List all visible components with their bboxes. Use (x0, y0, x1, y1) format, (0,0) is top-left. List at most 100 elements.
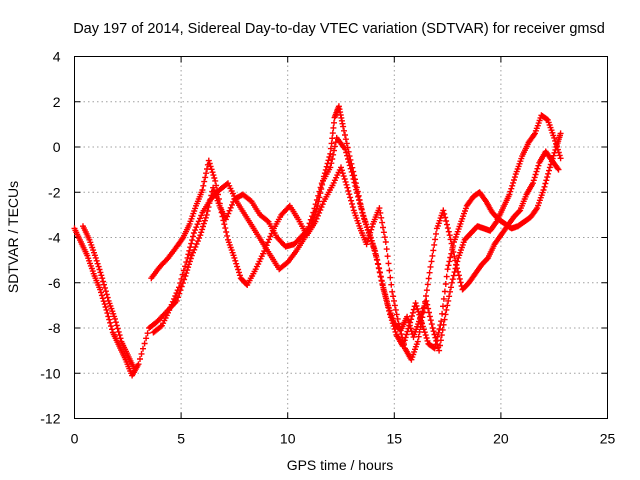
data-point (220, 217, 227, 224)
data-point (395, 320, 402, 327)
data-point (391, 326, 398, 332)
data-point (138, 350, 145, 357)
data-point (440, 303, 446, 310)
data-point (557, 130, 564, 137)
data-point (380, 229, 387, 236)
x-axis-label: GPS time / hours (287, 457, 394, 473)
data-point (208, 166, 215, 173)
data-point (435, 329, 442, 336)
data-point (314, 212, 321, 219)
data-point (406, 322, 413, 329)
data-point (202, 214, 209, 221)
data-point (201, 178, 208, 185)
data-point (176, 284, 182, 291)
data-point (444, 302, 451, 309)
data-point (199, 226, 206, 233)
data-point (235, 266, 242, 273)
data-point (425, 305, 432, 312)
data-point (188, 252, 195, 259)
data-point (330, 151, 337, 158)
data-point (192, 243, 199, 250)
data-point (540, 187, 547, 193)
data-point (440, 295, 447, 302)
data-point (341, 127, 347, 134)
data-point (446, 232, 453, 239)
data-point (423, 287, 430, 294)
data-point (510, 179, 517, 186)
data-point (379, 219, 386, 226)
data-point (382, 293, 389, 300)
data-point (401, 337, 408, 344)
data-point (441, 288, 448, 295)
data-point (177, 280, 184, 287)
data-point (173, 290, 180, 297)
data-point (386, 307, 393, 314)
data-point (108, 323, 114, 330)
data-point (444, 221, 450, 228)
data-point (557, 155, 564, 162)
data-point (442, 214, 449, 221)
data-point (319, 201, 326, 208)
data-point (340, 123, 347, 130)
data-point (399, 343, 406, 350)
x-tick-label: 20 (493, 431, 509, 447)
data-point (449, 246, 456, 253)
data-point (96, 266, 103, 273)
data-point (328, 140, 335, 147)
data-point (430, 328, 437, 335)
data-point (97, 286, 104, 293)
data-point (218, 209, 225, 216)
data-point (551, 134, 558, 141)
data-point (415, 308, 422, 315)
data-point (171, 295, 178, 302)
data-point (531, 174, 538, 181)
data-point (542, 180, 549, 187)
data-point (355, 193, 362, 200)
data-point (307, 216, 314, 223)
data-point (203, 211, 210, 218)
data-point (377, 273, 384, 280)
data-point (436, 326, 443, 332)
data-point (343, 149, 350, 156)
data-point (178, 275, 185, 282)
data-point (222, 225, 229, 232)
data-point (414, 305, 421, 312)
data-point (377, 269, 383, 276)
data-point (375, 261, 382, 268)
data-point (199, 187, 206, 193)
data-point (437, 322, 444, 329)
data-point (327, 145, 334, 152)
data-point (193, 224, 200, 231)
data-point (436, 347, 443, 354)
data-point (388, 317, 395, 324)
data-point (449, 276, 456, 283)
data-point (200, 182, 207, 189)
data-point (312, 218, 319, 225)
data-point (349, 204, 356, 211)
data-point (403, 331, 410, 338)
data-point (236, 272, 243, 279)
data-point (236, 269, 242, 276)
data-point (441, 316, 448, 323)
data-point (423, 293, 429, 299)
data-point (516, 208, 523, 215)
data-point (433, 337, 440, 344)
data-point (409, 309, 416, 316)
data-point (431, 345, 438, 352)
data-point (394, 315, 401, 322)
data-point (179, 271, 186, 278)
data-point (194, 221, 201, 228)
data-point (549, 155, 556, 162)
data-point (453, 261, 460, 268)
data-point (432, 236, 439, 243)
y-tick-label: -8 (48, 320, 61, 336)
data-point (264, 217, 271, 224)
data-point (532, 171, 539, 178)
data-point (345, 156, 351, 162)
data-point (344, 152, 351, 159)
data-point (115, 328, 122, 335)
data-point (509, 182, 516, 189)
data-point (106, 316, 113, 323)
data-point (385, 304, 392, 311)
